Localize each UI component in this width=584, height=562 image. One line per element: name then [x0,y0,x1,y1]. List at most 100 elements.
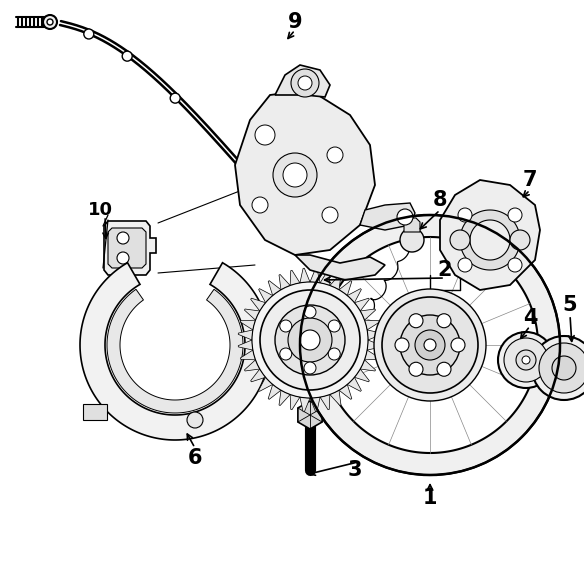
Circle shape [508,258,522,272]
Polygon shape [364,350,380,360]
Circle shape [43,15,57,29]
Circle shape [304,362,316,374]
Text: 4: 4 [523,308,537,328]
Polygon shape [440,180,540,290]
Polygon shape [245,360,260,371]
Polygon shape [107,289,243,413]
Circle shape [458,208,472,222]
Polygon shape [298,401,322,429]
Polygon shape [310,268,320,283]
Polygon shape [354,369,369,382]
Polygon shape [339,280,352,296]
Polygon shape [268,280,281,296]
Polygon shape [295,255,385,280]
Circle shape [280,348,292,360]
Circle shape [374,289,486,401]
Polygon shape [347,377,361,391]
Circle shape [252,282,368,398]
Circle shape [458,258,472,272]
Circle shape [288,318,332,362]
Circle shape [280,320,292,332]
Polygon shape [320,270,330,285]
Polygon shape [367,330,382,340]
Circle shape [409,314,423,328]
Circle shape [327,147,343,163]
Polygon shape [300,268,310,283]
Circle shape [395,338,409,352]
Polygon shape [360,203,415,230]
Polygon shape [240,320,255,330]
Circle shape [522,356,530,364]
Text: 8: 8 [433,190,447,210]
Circle shape [283,163,307,187]
Polygon shape [300,215,560,475]
Polygon shape [290,395,300,410]
Polygon shape [238,330,253,340]
Circle shape [450,230,470,250]
Polygon shape [330,390,341,406]
Polygon shape [360,309,376,320]
Text: 6: 6 [187,448,202,468]
Polygon shape [80,262,270,440]
Circle shape [552,356,576,380]
Circle shape [122,51,132,61]
Circle shape [304,306,316,318]
Circle shape [322,207,338,223]
Polygon shape [259,377,273,391]
Text: 3: 3 [347,460,362,480]
Circle shape [84,29,94,39]
Circle shape [437,362,451,376]
Polygon shape [330,274,341,290]
Polygon shape [259,289,273,303]
Circle shape [252,197,268,213]
Circle shape [437,314,451,328]
Text: 10: 10 [88,201,113,219]
Polygon shape [251,298,266,311]
Polygon shape [240,350,255,360]
Circle shape [508,208,522,222]
Circle shape [117,232,129,244]
Polygon shape [460,210,520,270]
Circle shape [187,412,203,428]
Polygon shape [310,397,320,412]
Polygon shape [290,270,300,285]
Circle shape [424,339,436,351]
Circle shape [328,320,340,332]
Circle shape [260,290,360,390]
Circle shape [539,343,584,393]
Circle shape [298,76,312,90]
Text: 9: 9 [288,12,303,32]
Text: 1: 1 [423,488,437,508]
Polygon shape [238,340,253,350]
Circle shape [400,228,424,252]
Circle shape [328,348,340,360]
Polygon shape [360,360,376,371]
Polygon shape [300,397,310,412]
Circle shape [532,336,584,400]
Polygon shape [82,405,106,420]
Polygon shape [404,218,420,232]
Polygon shape [251,369,266,382]
Polygon shape [279,390,290,406]
Polygon shape [367,340,382,350]
Circle shape [415,330,445,360]
Polygon shape [339,384,352,400]
Polygon shape [108,228,146,268]
Circle shape [400,315,460,375]
Polygon shape [347,289,361,303]
Text: 5: 5 [563,295,578,315]
Polygon shape [320,395,330,410]
Circle shape [451,338,465,352]
Polygon shape [268,384,281,400]
Text: 7: 7 [523,170,537,190]
Circle shape [504,338,548,382]
Circle shape [291,69,319,97]
Circle shape [510,230,530,250]
Polygon shape [275,65,330,97]
Polygon shape [364,320,380,330]
Circle shape [275,305,345,375]
Circle shape [498,332,554,388]
Circle shape [117,252,129,264]
Text: 2: 2 [438,260,452,280]
Circle shape [516,350,536,370]
